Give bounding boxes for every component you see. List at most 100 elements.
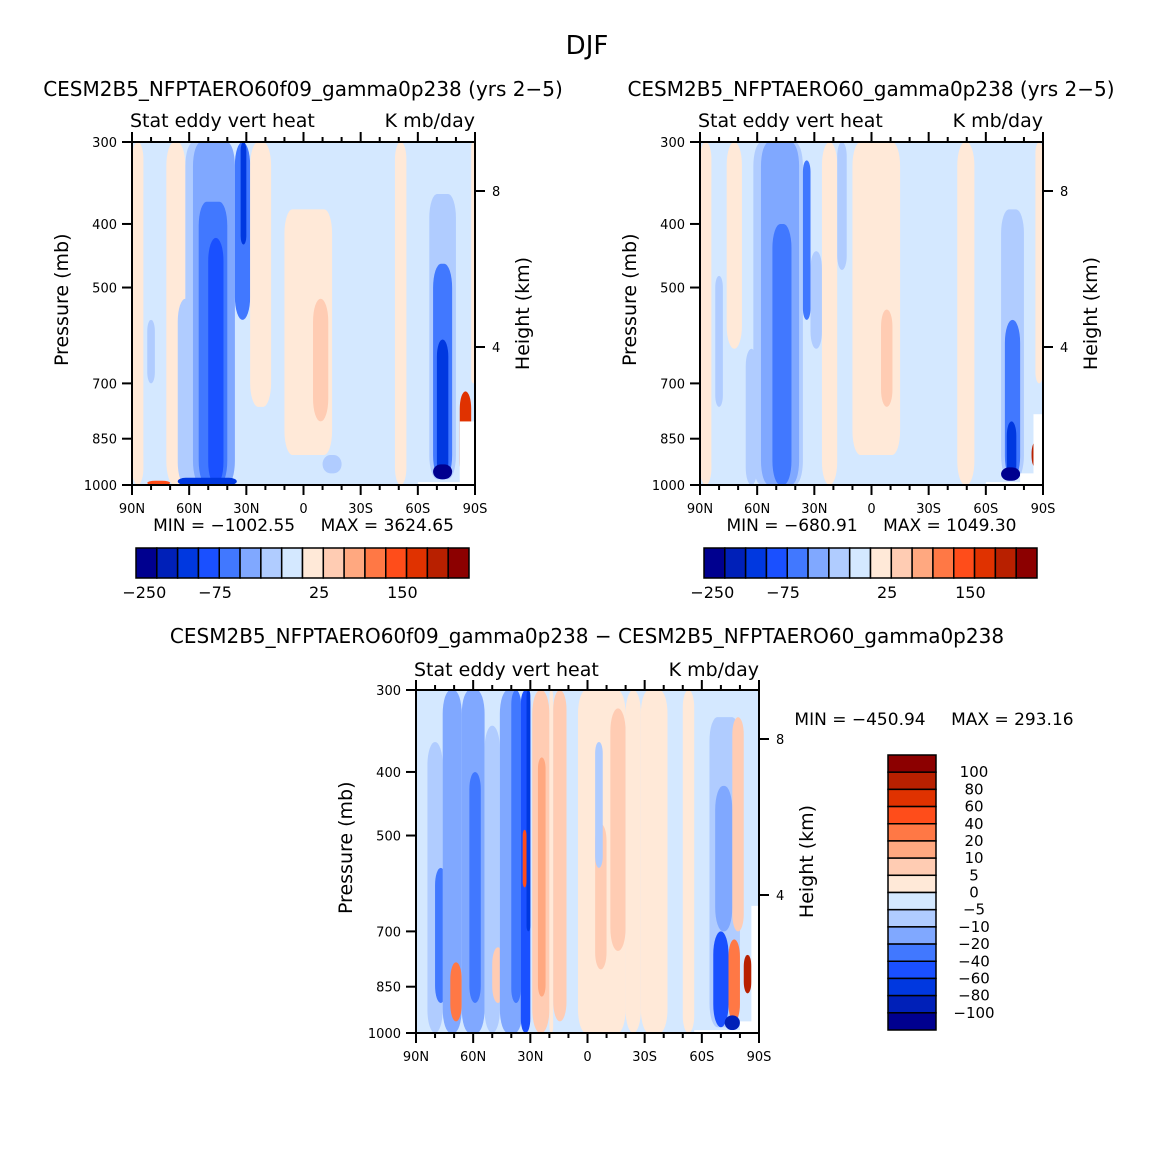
x-tick-label: 60N [460, 1050, 486, 1065]
contour-region [436, 339, 449, 480]
x-tick-label: 60S [689, 1050, 714, 1065]
colorbar-label: −250 [122, 583, 166, 602]
colorbar-label: 0 [969, 884, 979, 902]
missing-data-region [694, 1030, 759, 1033]
contour-region [595, 741, 603, 868]
x-tick-label: 90S [463, 502, 488, 517]
colorbar-label: −10 [958, 918, 990, 936]
x-tick-label: 90N [119, 502, 145, 517]
colorbar-swatch [343, 547, 366, 579]
y-tick-label: 300 [376, 684, 401, 699]
colorbar-label: −100 [953, 1004, 994, 1022]
contour-region [442, 690, 462, 1033]
contour-region [625, 690, 641, 1033]
colorbar-swatch [869, 547, 893, 579]
contour-region [751, 690, 759, 897]
colorbar-swatch [364, 547, 387, 579]
subtitle-right: K mb/day [385, 110, 475, 132]
contour-region [526, 690, 531, 932]
x-tick-label: 90N [687, 502, 713, 517]
axes [690, 132, 1053, 495]
colorbar-swatch [724, 547, 747, 579]
x-tick-label: 60N [744, 502, 770, 517]
contour-region [469, 771, 481, 1003]
figure-title: DJF [566, 31, 609, 61]
y-tick-label: 850 [92, 433, 117, 448]
colorbar-swatch [405, 547, 429, 579]
colorbar-label: 5 [969, 866, 979, 884]
contour-region [450, 962, 462, 1022]
colorbar-label: 60 [964, 798, 983, 816]
colorbar-label: −250 [690, 583, 734, 602]
panel-title: CESM2B5_NFPTAERO60f09_gamma0p238 − CESM2… [170, 624, 1004, 648]
contour-region [250, 142, 272, 407]
y-axis-label: Pressure (mb) [51, 233, 73, 366]
colorbar-swatch [911, 547, 934, 579]
colorbar-swatch [239, 547, 262, 579]
x-tick-label: 0 [583, 1050, 591, 1065]
contour-region [682, 690, 695, 1033]
y-tick-label: 500 [376, 830, 401, 845]
colorbar-label: 25 [309, 583, 329, 602]
contour-region [1035, 142, 1043, 384]
x-tick-label: 60S [973, 502, 998, 517]
colorbar-label: −80 [958, 987, 990, 1005]
colorbar-swatch [1015, 547, 1038, 579]
y-axis-label: Pressure (mb) [619, 233, 641, 366]
y-tick-label: 700 [660, 377, 685, 392]
contour-region [715, 785, 733, 932]
contour-region [802, 160, 811, 320]
x-tick-label: 90N [403, 1050, 429, 1065]
colorbar-swatch [156, 547, 179, 579]
y-right-tick-label: 4 [492, 341, 500, 356]
colorbar-label: −5 [963, 901, 985, 919]
colorbar-label: −60 [958, 969, 990, 987]
contour-region [143, 169, 167, 480]
colorbar-swatch [260, 547, 283, 579]
colorbar-swatch [385, 547, 408, 579]
contour-field [416, 690, 759, 1033]
contour-region [1001, 467, 1021, 481]
y-right-tick-label: 4 [776, 889, 784, 904]
subtitle-left: Stat eddy vert heat [130, 110, 315, 132]
missing-data-region [417, 482, 475, 485]
contour-region [549, 690, 554, 1033]
colorbar-swatch [973, 547, 997, 579]
y-tick-label: 400 [660, 218, 685, 233]
colorbar-swatch [807, 547, 830, 579]
contour-region [726, 142, 742, 349]
contour-region [715, 275, 723, 407]
colorbar-label: −40 [958, 952, 990, 970]
contour-region [957, 142, 975, 485]
colorbar-swatch [786, 547, 809, 579]
x-tick-label: 30S [348, 502, 373, 517]
y-tick-label: 400 [92, 218, 117, 233]
panel-title: CESM2B5_NFPTAERO60_gamma0p238 (yrs 2−5) [627, 77, 1114, 101]
colorbar-swatch [703, 547, 726, 579]
missing-data-region [1020, 473, 1043, 485]
contour-region [700, 142, 712, 485]
colorbar-swatch [887, 771, 937, 791]
x-tick-label: 30N [801, 502, 827, 517]
y-right-axis-label: Height (km) [796, 805, 818, 918]
y-right-tick-label: 8 [492, 185, 500, 200]
y-right-axis-label: Height (km) [1080, 257, 1102, 370]
colorbar-swatch [301, 547, 325, 579]
y-tick-label: 700 [376, 925, 401, 940]
contour-region [732, 717, 744, 932]
colorbar-swatch [135, 547, 158, 579]
colorbar-swatch [890, 547, 913, 579]
min-max-stats: MIN = −450.94 MAX = 293.16 [794, 710, 1073, 730]
colorbar-label: 20 [964, 832, 983, 850]
y-right-tick-label: 8 [1060, 185, 1068, 200]
x-tick-label: 30S [916, 502, 941, 517]
contour-region [147, 480, 171, 485]
y-tick-label: 850 [376, 981, 401, 996]
subtitle-left: Stat eddy vert heat [698, 110, 883, 132]
colorbar-label: 150 [387, 583, 418, 602]
y-tick-label: 850 [660, 433, 685, 448]
colorbar-swatch [322, 547, 345, 579]
x-tick-label: 90S [1031, 502, 1056, 517]
colorbar-swatch [828, 547, 851, 579]
y-tick-label: 1000 [368, 1027, 401, 1042]
